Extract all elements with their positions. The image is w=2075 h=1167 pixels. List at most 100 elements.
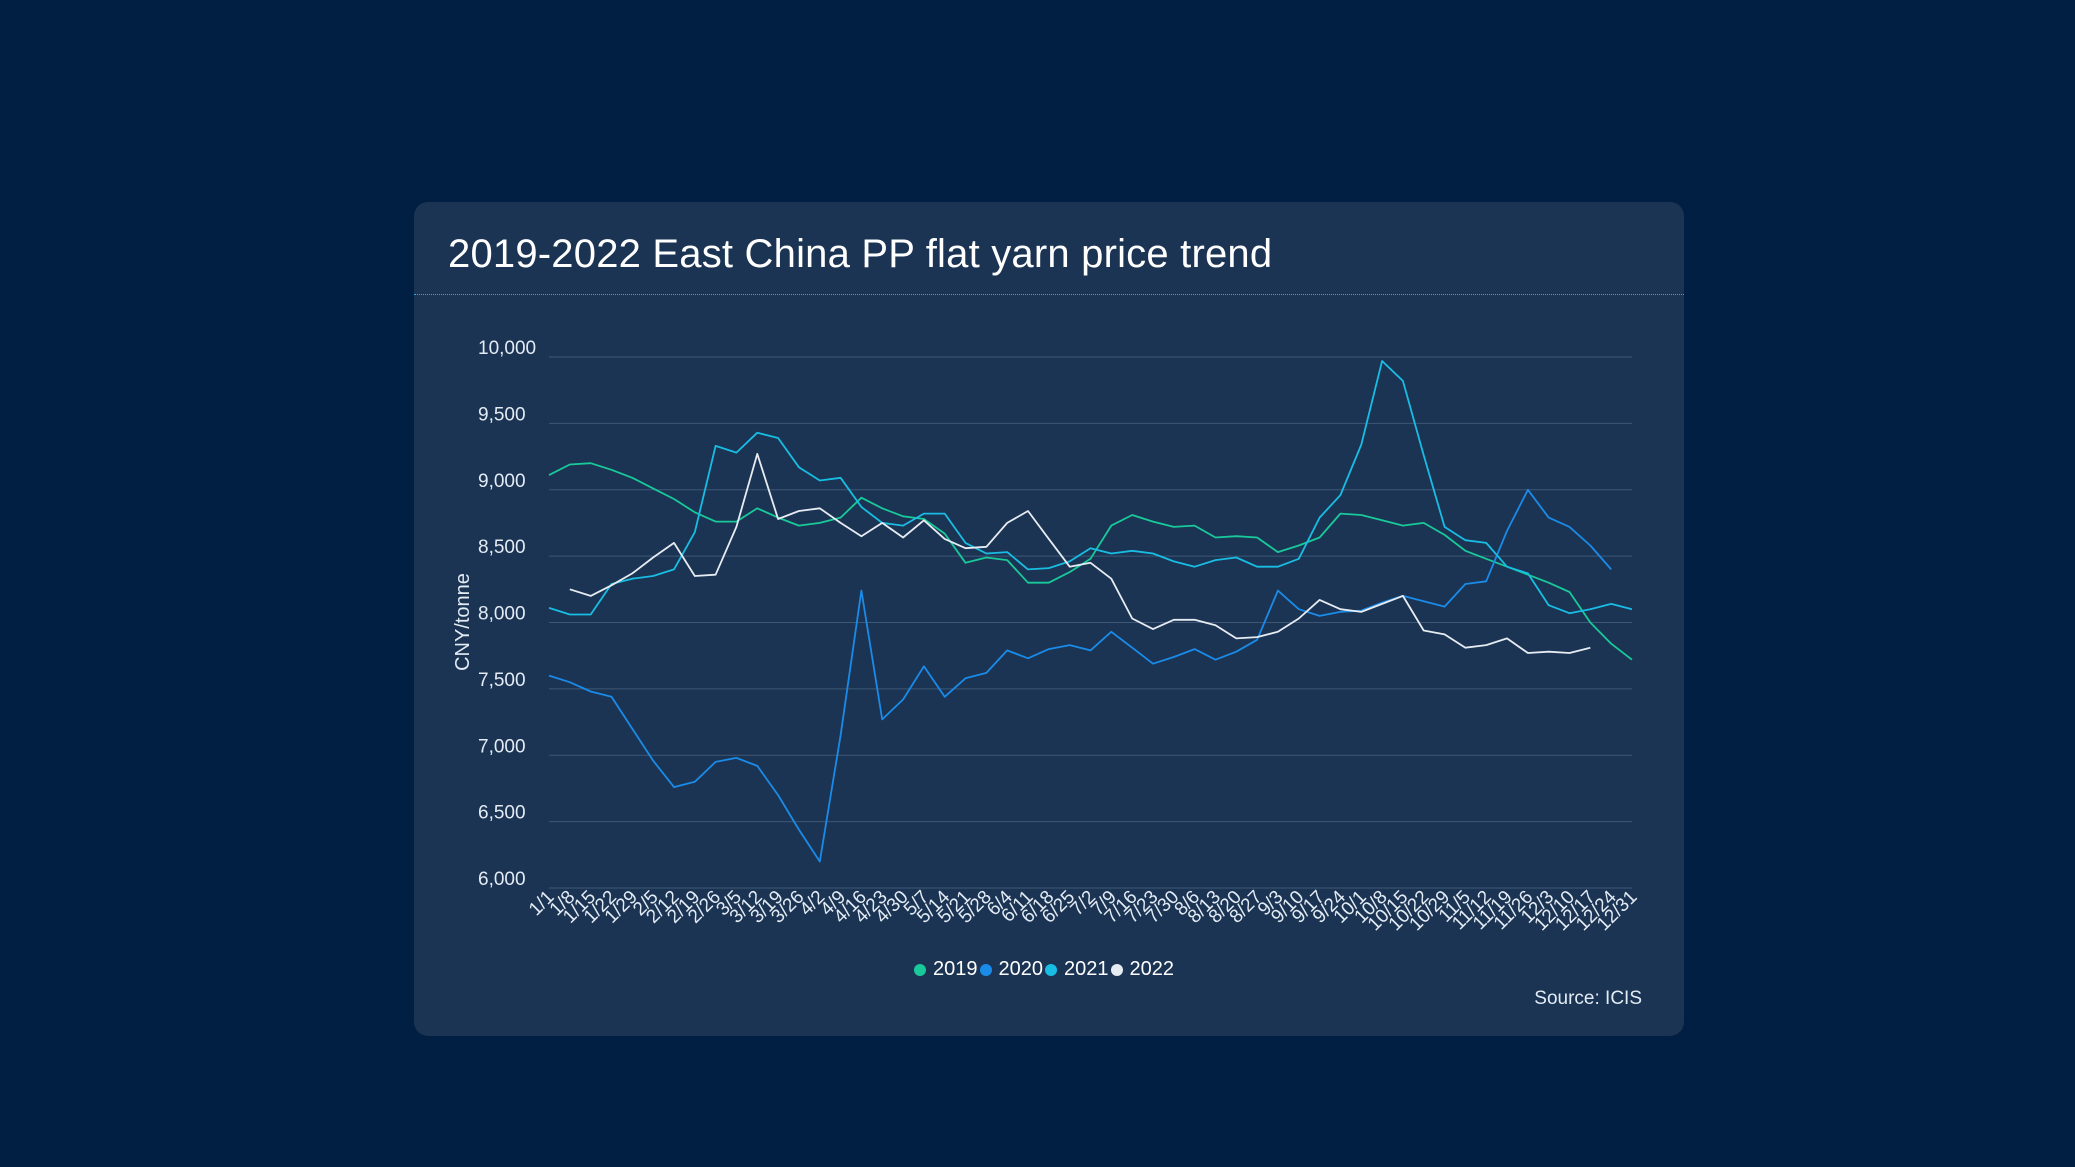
data-point-2021 <box>1089 547 1091 549</box>
data-point-2021 <box>1547 604 1549 606</box>
y-tick-label: 7,500 <box>478 670 526 691</box>
data-point-2021 <box>756 431 758 433</box>
data-point-2022 <box>1131 617 1133 619</box>
data-point-2021 <box>1339 494 1341 496</box>
data-point-2019 <box>610 469 612 471</box>
data-point-2019 <box>589 462 591 464</box>
data-point-2019 <box>1381 519 1383 521</box>
y-tick-label: 6,500 <box>478 803 526 824</box>
data-point-2022 <box>964 547 966 549</box>
legend-item-2020[interactable]: 2020 <box>979 958 1043 981</box>
data-point-2020 <box>1214 658 1216 660</box>
data-point-2019 <box>1631 658 1633 660</box>
legend-item-2021[interactable]: 2021 <box>1045 958 1109 981</box>
legend-item-2019[interactable]: 2019 <box>914 958 978 981</box>
data-point-2020 <box>735 757 737 759</box>
data-point-2020 <box>1256 639 1258 641</box>
legend-dot-icon <box>914 963 926 976</box>
data-point-2022 <box>1402 595 1404 597</box>
data-point-2021 <box>1048 567 1050 569</box>
data-point-2019 <box>902 515 904 517</box>
data-point-2020 <box>1027 657 1029 659</box>
data-point-2022 <box>1214 624 1216 626</box>
data-point-2021 <box>923 512 925 514</box>
data-point-2021 <box>819 479 821 481</box>
data-point-2021 <box>839 477 841 479</box>
data-point-2020 <box>1048 648 1050 650</box>
data-point-2020 <box>1318 615 1320 617</box>
data-point-2022 <box>1318 599 1320 601</box>
data-point-2020 <box>1277 589 1279 591</box>
data-point-2020 <box>1589 544 1591 546</box>
data-point-2022 <box>1547 651 1549 653</box>
data-point-2019 <box>964 562 966 564</box>
data-point-2019 <box>944 532 946 534</box>
data-point-2022 <box>694 575 696 577</box>
data-point-2022 <box>1506 637 1508 639</box>
data-point-2019 <box>1214 536 1216 538</box>
series-line-2021 <box>548 360 1633 616</box>
data-point-2021 <box>1152 552 1154 554</box>
data-point-2019 <box>1360 514 1362 516</box>
data-point-2020 <box>881 718 883 720</box>
data-point-2019 <box>1339 512 1341 514</box>
data-point-2022 <box>1048 538 1050 540</box>
data-point-2020 <box>652 759 654 761</box>
data-point-2021 <box>1277 566 1279 568</box>
legend-label: 2021 <box>1064 958 1109 980</box>
data-point-2021 <box>1256 566 1258 568</box>
data-point-2021 <box>1193 566 1195 568</box>
data-point-2020 <box>610 696 612 698</box>
data-point-2021 <box>1318 516 1320 518</box>
data-point-2021 <box>798 466 800 468</box>
data-point-2022 <box>1589 647 1591 649</box>
data-point-2020 <box>985 672 987 674</box>
data-point-2021 <box>1006 551 1008 553</box>
y-axis-title: CNY/tonne <box>452 573 474 671</box>
data-point-2021 <box>1610 603 1612 605</box>
data-point-2022 <box>1277 631 1279 633</box>
data-point-2021 <box>1381 360 1383 362</box>
data-point-2020 <box>569 681 571 683</box>
chart-title: 2019-2022 East China PP flat yarn price … <box>448 232 1273 276</box>
data-point-2020 <box>589 690 591 692</box>
data-point-2019 <box>1464 550 1466 552</box>
data-point-2020 <box>1006 649 1008 651</box>
data-point-2019 <box>1423 522 1425 524</box>
data-point-2019 <box>673 498 675 500</box>
data-point-2021 <box>1527 572 1529 574</box>
data-point-2021 <box>777 437 779 439</box>
data-point-2019 <box>631 477 633 479</box>
y-tick-label: 8,000 <box>478 604 526 625</box>
data-point-2022 <box>610 584 612 586</box>
chart-legend: 2019 2020 2021 2022 <box>414 958 1684 981</box>
data-point-2020 <box>756 765 758 767</box>
data-point-2021 <box>1631 608 1633 610</box>
data-point-2019 <box>548 474 550 476</box>
data-point-2021 <box>1589 608 1591 610</box>
data-point-2019 <box>1443 534 1445 536</box>
data-point-2020 <box>1527 489 1529 491</box>
data-point-2022 <box>673 542 675 544</box>
y-tick-label: 7,000 <box>478 736 526 757</box>
data-point-2020 <box>673 786 675 788</box>
data-point-2020 <box>714 761 716 763</box>
y-tick-label: 9,500 <box>478 404 526 425</box>
line-chart: 6,000 6,500 7,000 7,500 8,000 8,500 9,000 9,500… <box>452 338 1642 935</box>
data-point-2019 <box>1110 524 1112 526</box>
data-point-2022 <box>777 518 779 520</box>
data-point-2019 <box>1298 544 1300 546</box>
data-point-2021 <box>652 575 654 577</box>
data-point-2019 <box>714 520 716 522</box>
legend-label: 2019 <box>933 958 978 980</box>
data-point-2020 <box>694 781 696 783</box>
data-point-2019 <box>1089 558 1091 560</box>
data-point-2022 <box>1173 619 1175 621</box>
data-point-2020 <box>1235 651 1237 653</box>
chart-card: 2019-2022 East China PP flat yarn price … <box>414 202 1684 1036</box>
data-point-2019 <box>569 463 571 465</box>
legend-item-2022[interactable]: 2022 <box>1110 958 1174 981</box>
data-point-2019 <box>860 497 862 499</box>
data-point-2020 <box>1152 662 1154 664</box>
data-point-2022 <box>860 535 862 537</box>
